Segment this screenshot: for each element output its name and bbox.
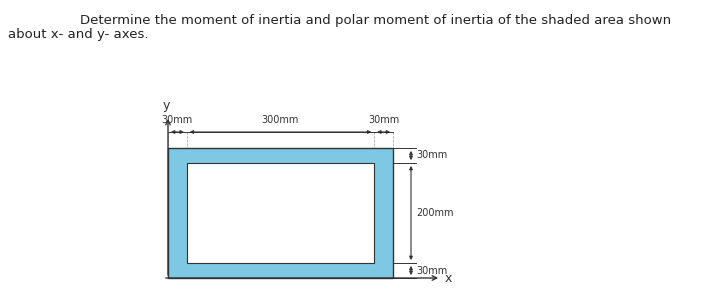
Bar — [168, 148, 393, 278]
Text: 200mm: 200mm — [416, 208, 454, 218]
Text: 30mm: 30mm — [416, 150, 447, 160]
Text: 300mm: 300mm — [262, 115, 299, 125]
Text: x: x — [445, 273, 452, 286]
Text: y: y — [162, 99, 170, 112]
Text: 30mm: 30mm — [416, 266, 447, 276]
Text: about x- and y- axes.: about x- and y- axes. — [8, 28, 149, 41]
Text: 30mm: 30mm — [368, 115, 399, 125]
Text: 30mm: 30mm — [162, 115, 193, 125]
Text: Determine the moment of inertia and polar moment of inertia of the shaded area s: Determine the moment of inertia and pola… — [80, 14, 671, 27]
Bar — [187, 163, 375, 263]
